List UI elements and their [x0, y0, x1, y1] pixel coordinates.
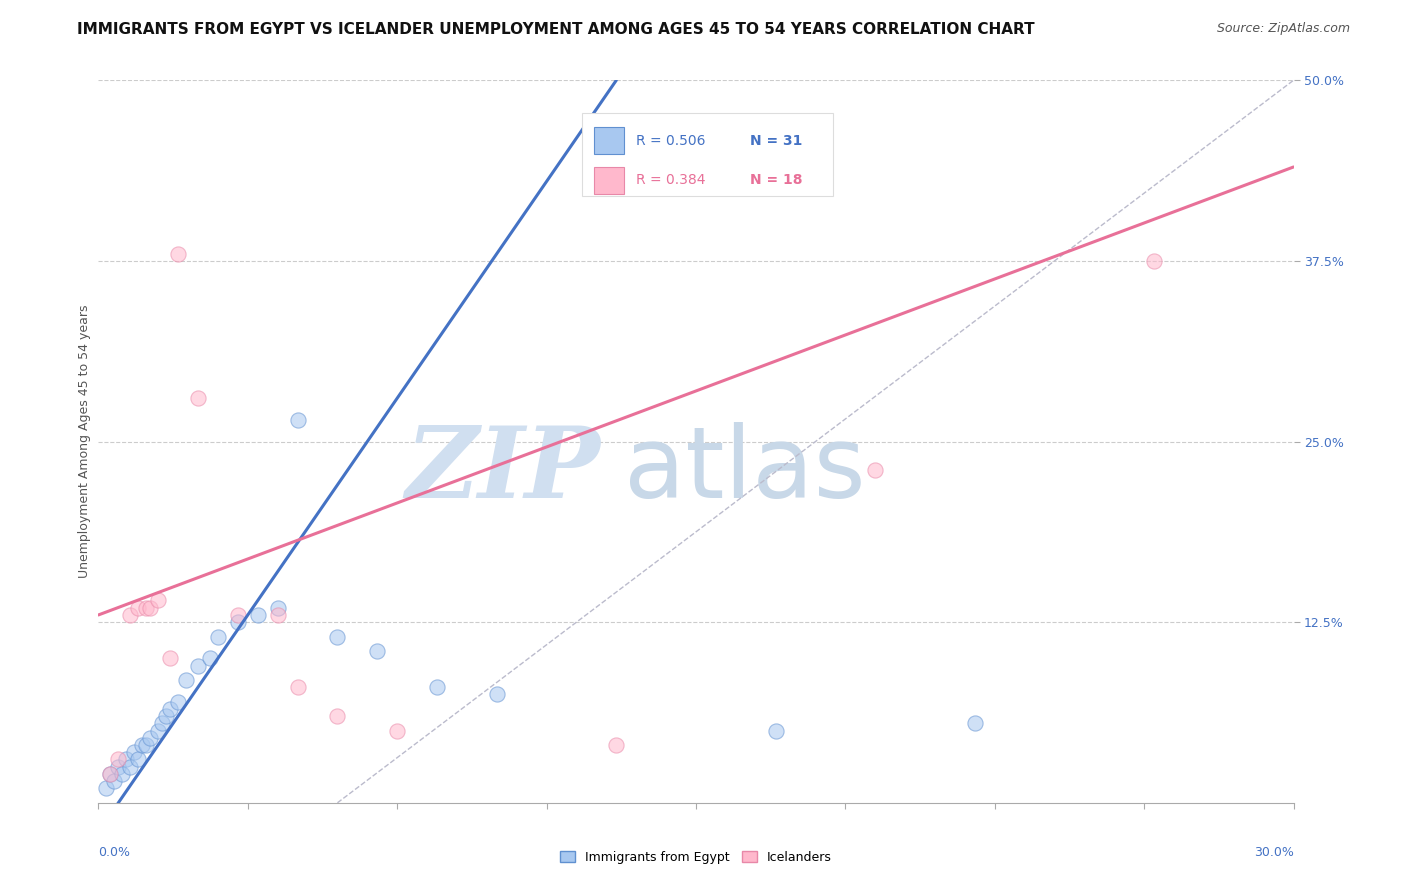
Point: [1143, 253, 1166, 268]
Text: ZIP: ZIP: [405, 422, 600, 518]
Point: [366, 644, 388, 658]
Text: 30.0%: 30.0%: [1254, 847, 1294, 859]
Point: [96, 781, 118, 796]
Point: [167, 246, 190, 260]
Point: [426, 680, 449, 694]
Point: [120, 607, 142, 622]
Point: [765, 723, 787, 738]
Text: 0.0%: 0.0%: [98, 847, 131, 859]
Point: [127, 600, 149, 615]
Bar: [595, 167, 624, 194]
Text: IMMIGRANTS FROM EGYPT VS ICELANDER UNEMPLOYMENT AMONG AGES 45 TO 54 YEARS CORREL: IMMIGRANTS FROM EGYPT VS ICELANDER UNEMP…: [77, 22, 1035, 37]
Point: [107, 760, 129, 774]
FancyBboxPatch shape: [582, 112, 834, 196]
Point: [485, 687, 508, 701]
Point: [120, 760, 142, 774]
Point: [287, 680, 309, 694]
Point: [287, 413, 309, 427]
Point: [326, 709, 349, 723]
Point: [167, 695, 190, 709]
Text: N = 18: N = 18: [749, 173, 803, 187]
Point: [326, 630, 349, 644]
Point: [150, 716, 173, 731]
Text: Source: ZipAtlas.com: Source: ZipAtlas.com: [1216, 22, 1350, 36]
Point: [103, 774, 125, 789]
Point: [198, 651, 221, 665]
Point: [124, 745, 146, 759]
Text: R = 0.506: R = 0.506: [636, 134, 706, 147]
Point: [605, 738, 627, 752]
Point: [226, 607, 249, 622]
Point: [865, 463, 887, 477]
Bar: [595, 127, 624, 154]
Point: [135, 738, 157, 752]
Point: [155, 709, 177, 723]
Point: [111, 767, 134, 781]
Point: [139, 731, 162, 745]
Point: [207, 630, 229, 644]
Y-axis label: Unemployment Among Ages 45 to 54 years: Unemployment Among Ages 45 to 54 years: [79, 305, 91, 578]
Point: [174, 673, 197, 687]
Point: [385, 723, 409, 738]
Point: [107, 752, 129, 766]
Point: [135, 600, 157, 615]
Point: [131, 738, 153, 752]
Text: N = 31: N = 31: [749, 134, 803, 147]
Point: [159, 702, 181, 716]
Point: [148, 723, 170, 738]
Point: [159, 651, 181, 665]
Point: [98, 767, 122, 781]
Point: [246, 607, 269, 622]
Point: [187, 391, 209, 405]
Legend: Immigrants from Egypt, Icelanders: Immigrants from Egypt, Icelanders: [555, 846, 837, 869]
Point: [127, 752, 149, 766]
Point: [226, 615, 249, 630]
Point: [267, 600, 290, 615]
Point: [267, 607, 290, 622]
Point: [98, 767, 122, 781]
Point: [139, 600, 162, 615]
Point: [187, 658, 209, 673]
Point: [963, 716, 986, 731]
Text: atlas: atlas: [624, 422, 866, 519]
Text: R = 0.384: R = 0.384: [636, 173, 706, 187]
Point: [148, 593, 170, 607]
Point: [115, 752, 138, 766]
